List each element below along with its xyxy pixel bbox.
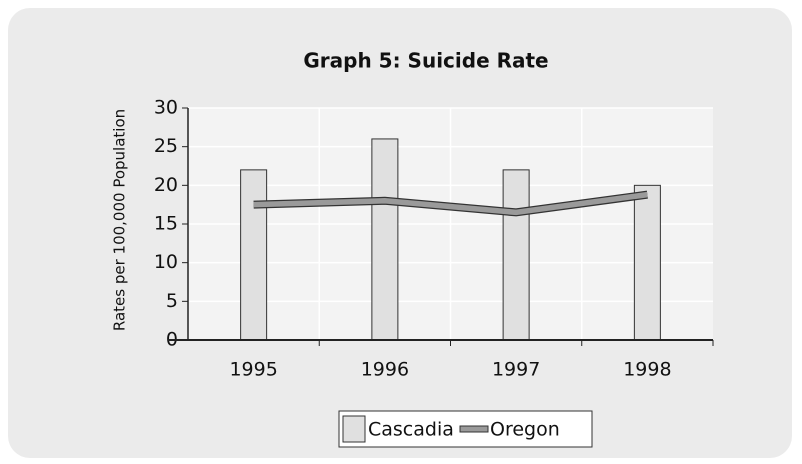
y-tick-label: 30 — [154, 97, 178, 119]
legend-swatch — [342, 415, 366, 443]
y-tick-label: 20 — [154, 174, 178, 196]
bar — [371, 138, 399, 341]
x-tick-label: 1997 — [492, 359, 540, 381]
legend-swatch — [459, 425, 489, 433]
x-tick-label: 1998 — [623, 359, 671, 381]
bar — [633, 184, 661, 341]
y-axis-label: Rates per 100,000 Population — [111, 109, 129, 331]
line — [253, 191, 648, 216]
legend-label: Oregon — [490, 419, 560, 441]
x-tick-label: 1995 — [229, 359, 277, 381]
bar — [502, 169, 530, 341]
y-tick-label: 5 — [166, 290, 178, 312]
y-tick-label: 10 — [154, 251, 178, 273]
y-tick-label: 25 — [154, 135, 178, 157]
bar — [240, 169, 268, 341]
y-tick-label: 15 — [154, 213, 178, 235]
x-tick-label: 1996 — [361, 359, 409, 381]
legend-label: Cascadia — [368, 419, 454, 441]
chart-title: Graph 5: Suicide Rate — [303, 49, 548, 73]
